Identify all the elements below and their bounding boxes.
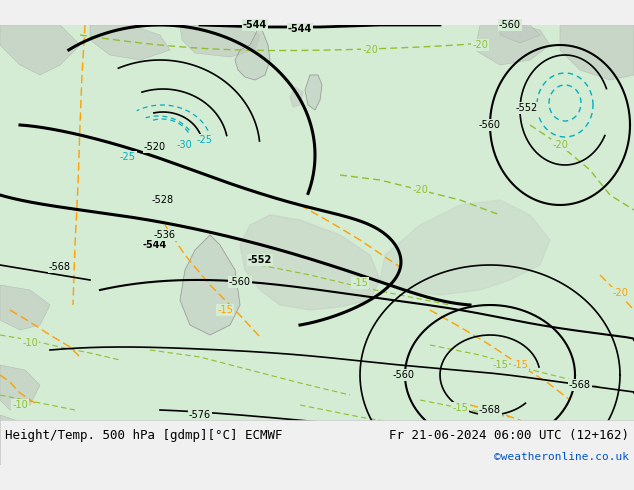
- Text: -544: -544: [243, 20, 267, 30]
- Polygon shape: [475, 25, 550, 65]
- Text: -15: -15: [492, 360, 508, 370]
- Text: -560: -560: [479, 120, 501, 130]
- Text: -528: -528: [152, 195, 174, 205]
- Text: -520: -520: [144, 142, 166, 152]
- Polygon shape: [500, 25, 540, 43]
- Polygon shape: [305, 75, 322, 110]
- Text: -20: -20: [552, 140, 568, 150]
- Text: -568: -568: [569, 380, 591, 390]
- Text: Fr 21-06-2024 06:00 UTC (12+162): Fr 21-06-2024 06:00 UTC (12+162): [389, 428, 629, 441]
- Text: -15: -15: [217, 305, 233, 315]
- Text: -15: -15: [352, 278, 368, 288]
- Polygon shape: [0, 285, 50, 330]
- Polygon shape: [290, 87, 303, 107]
- Text: -536: -536: [154, 230, 176, 240]
- Polygon shape: [90, 25, 170, 60]
- Text: -20: -20: [362, 45, 378, 55]
- Text: -30: -30: [176, 140, 192, 150]
- Polygon shape: [0, 420, 634, 465]
- Text: ©weatheronline.co.uk: ©weatheronline.co.uk: [494, 452, 629, 462]
- Polygon shape: [180, 25, 260, 57]
- Text: -568: -568: [479, 405, 501, 415]
- Text: -20: -20: [412, 185, 428, 195]
- Polygon shape: [560, 25, 634, 80]
- Text: -10: -10: [12, 400, 28, 410]
- Text: -25: -25: [197, 135, 213, 145]
- Text: -10: -10: [22, 338, 38, 348]
- Text: -20: -20: [612, 288, 628, 298]
- Text: -576: -576: [189, 410, 211, 420]
- Text: -544: -544: [143, 240, 167, 250]
- Polygon shape: [0, 25, 80, 75]
- Text: -10: -10: [392, 423, 408, 433]
- Text: -15: -15: [512, 360, 528, 370]
- Text: -20: -20: [472, 40, 488, 50]
- Text: -568: -568: [49, 262, 71, 272]
- Text: -560: -560: [229, 277, 251, 287]
- Text: -544: -544: [288, 24, 312, 34]
- Text: -552: -552: [516, 103, 538, 113]
- Polygon shape: [0, 415, 50, 460]
- Text: -576: -576: [489, 440, 511, 450]
- Text: -15: -15: [452, 403, 468, 413]
- Text: Height/Temp. 500 hPa [gdmp][°C] ECMWF: Height/Temp. 500 hPa [gdmp][°C] ECMWF: [5, 428, 283, 441]
- Polygon shape: [0, 25, 634, 465]
- Polygon shape: [0, 365, 40, 410]
- Polygon shape: [240, 215, 380, 310]
- Polygon shape: [180, 235, 240, 335]
- Polygon shape: [0, 435, 634, 465]
- Polygon shape: [235, 25, 270, 80]
- Text: -560: -560: [393, 370, 415, 380]
- Text: -25: -25: [120, 152, 136, 162]
- Text: -552: -552: [248, 255, 272, 265]
- Text: -560: -560: [499, 20, 521, 30]
- Polygon shape: [380, 200, 550, 295]
